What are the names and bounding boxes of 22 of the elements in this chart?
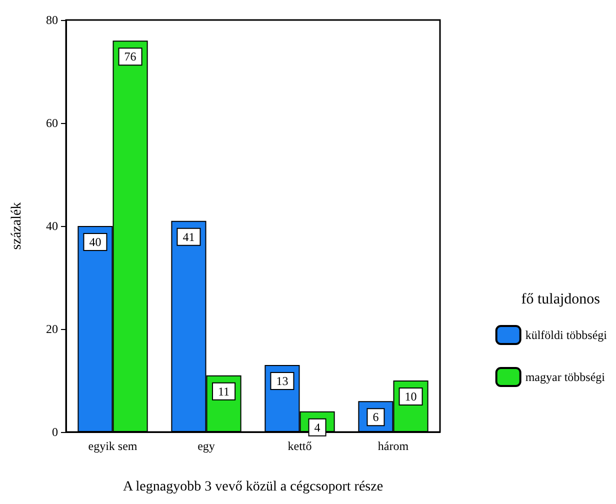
x-axis-title: A legnagyobb 3 vevő közül a cégcsoport része [122, 480, 384, 494]
legend-label: külföldi többségi [525, 328, 608, 342]
legend-title: fő tulajdonos [521, 292, 600, 308]
y-tick-label: 20 [46, 322, 58, 336]
x-tick-label: kettő [288, 439, 312, 453]
data-label: 41 [182, 230, 195, 244]
legend-label: magyar többségi [525, 370, 606, 384]
y-tick-label: 80 [46, 13, 58, 27]
y-tick-label: 60 [46, 116, 58, 130]
x-tick-label: egyik sem [88, 439, 138, 453]
y-tick-label: 40 [46, 219, 58, 233]
data-label: 6 [372, 410, 379, 424]
data-label: 13 [276, 374, 288, 388]
data-label: 76 [124, 50, 136, 64]
y-axis-title: százalék [10, 202, 24, 250]
data-label: 40 [89, 235, 102, 249]
data-label: 4 [314, 420, 320, 434]
y-tick-label: 0 [52, 425, 58, 439]
data-label: 11 [218, 384, 230, 398]
x-tick-label: egy [198, 439, 215, 453]
x-tick-label: három [378, 439, 410, 453]
data-label: 10 [404, 390, 417, 404]
